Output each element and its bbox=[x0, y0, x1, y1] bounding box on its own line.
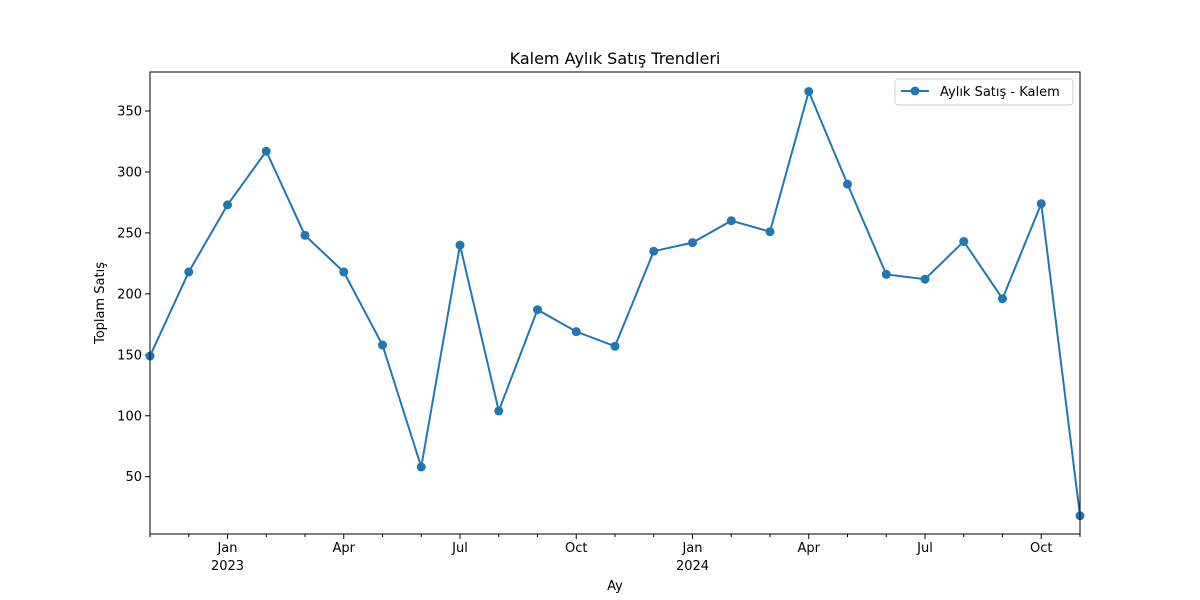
data-point bbox=[610, 341, 620, 351]
data-point bbox=[261, 146, 271, 156]
x-tick-label: Jul bbox=[916, 541, 933, 556]
data-point bbox=[416, 462, 426, 472]
data-point bbox=[881, 269, 891, 279]
data-point bbox=[804, 87, 814, 97]
x-tick-label: Apr bbox=[798, 541, 821, 556]
x-axis-label: Ay bbox=[607, 579, 623, 594]
plot-area bbox=[150, 72, 1080, 534]
data-point bbox=[688, 238, 697, 248]
legend-label: Aylık Satış - Kalem bbox=[940, 85, 1060, 100]
data-point bbox=[843, 179, 852, 189]
data-point bbox=[998, 294, 1007, 304]
chart-title: Kalem Aylık Satış Trendleri bbox=[510, 49, 721, 68]
data-point bbox=[959, 236, 969, 246]
data-point bbox=[184, 267, 194, 277]
x-tick-year-label: 2024 bbox=[676, 559, 709, 574]
x-tick-label: Jul bbox=[451, 541, 468, 556]
y-tick-label: 50 bbox=[125, 470, 142, 485]
y-tick-label: 150 bbox=[117, 348, 142, 363]
y-axis-ticks: 50 100 150 200 250 300 350 bbox=[117, 105, 150, 485]
data-point bbox=[378, 340, 387, 350]
x-tick-label: Jan bbox=[681, 541, 702, 556]
data-point bbox=[223, 200, 232, 210]
y-tick-label: 350 bbox=[117, 105, 142, 120]
data-point bbox=[726, 216, 736, 226]
x-tick-label: Oct bbox=[565, 541, 587, 556]
legend-box bbox=[894, 78, 1074, 106]
x-tick-label: Jan bbox=[216, 541, 237, 556]
y-tick-label: 100 bbox=[117, 409, 142, 424]
y-tick-label: 250 bbox=[117, 226, 142, 241]
x-tick-label: Apr bbox=[333, 541, 356, 556]
legend: Aylık Satış - Kalem bbox=[894, 78, 1074, 106]
series-markers bbox=[145, 87, 1085, 521]
data-point bbox=[765, 227, 775, 237]
data-point bbox=[920, 274, 930, 284]
y-tick-label: 200 bbox=[117, 287, 142, 302]
x-axis-ticks: Jan 2023 Apr Jul Oct Jan 2024 Apr Jul Oct bbox=[149, 534, 1081, 574]
data-point bbox=[339, 267, 349, 277]
data-point bbox=[533, 305, 542, 315]
data-point bbox=[649, 246, 659, 256]
x-tick-year-label: 2023 bbox=[211, 559, 244, 574]
data-point bbox=[571, 327, 581, 337]
data-point bbox=[1036, 199, 1046, 209]
x-tick-label: Oct bbox=[1030, 541, 1052, 556]
data-point bbox=[494, 406, 504, 416]
plot-frame bbox=[149, 71, 1081, 535]
y-axis-label: Toplam Satış bbox=[93, 262, 108, 345]
data-point bbox=[300, 230, 310, 240]
y-tick-label: 300 bbox=[117, 165, 142, 180]
data-point bbox=[455, 240, 465, 250]
legend-marker-swatch bbox=[910, 86, 920, 96]
